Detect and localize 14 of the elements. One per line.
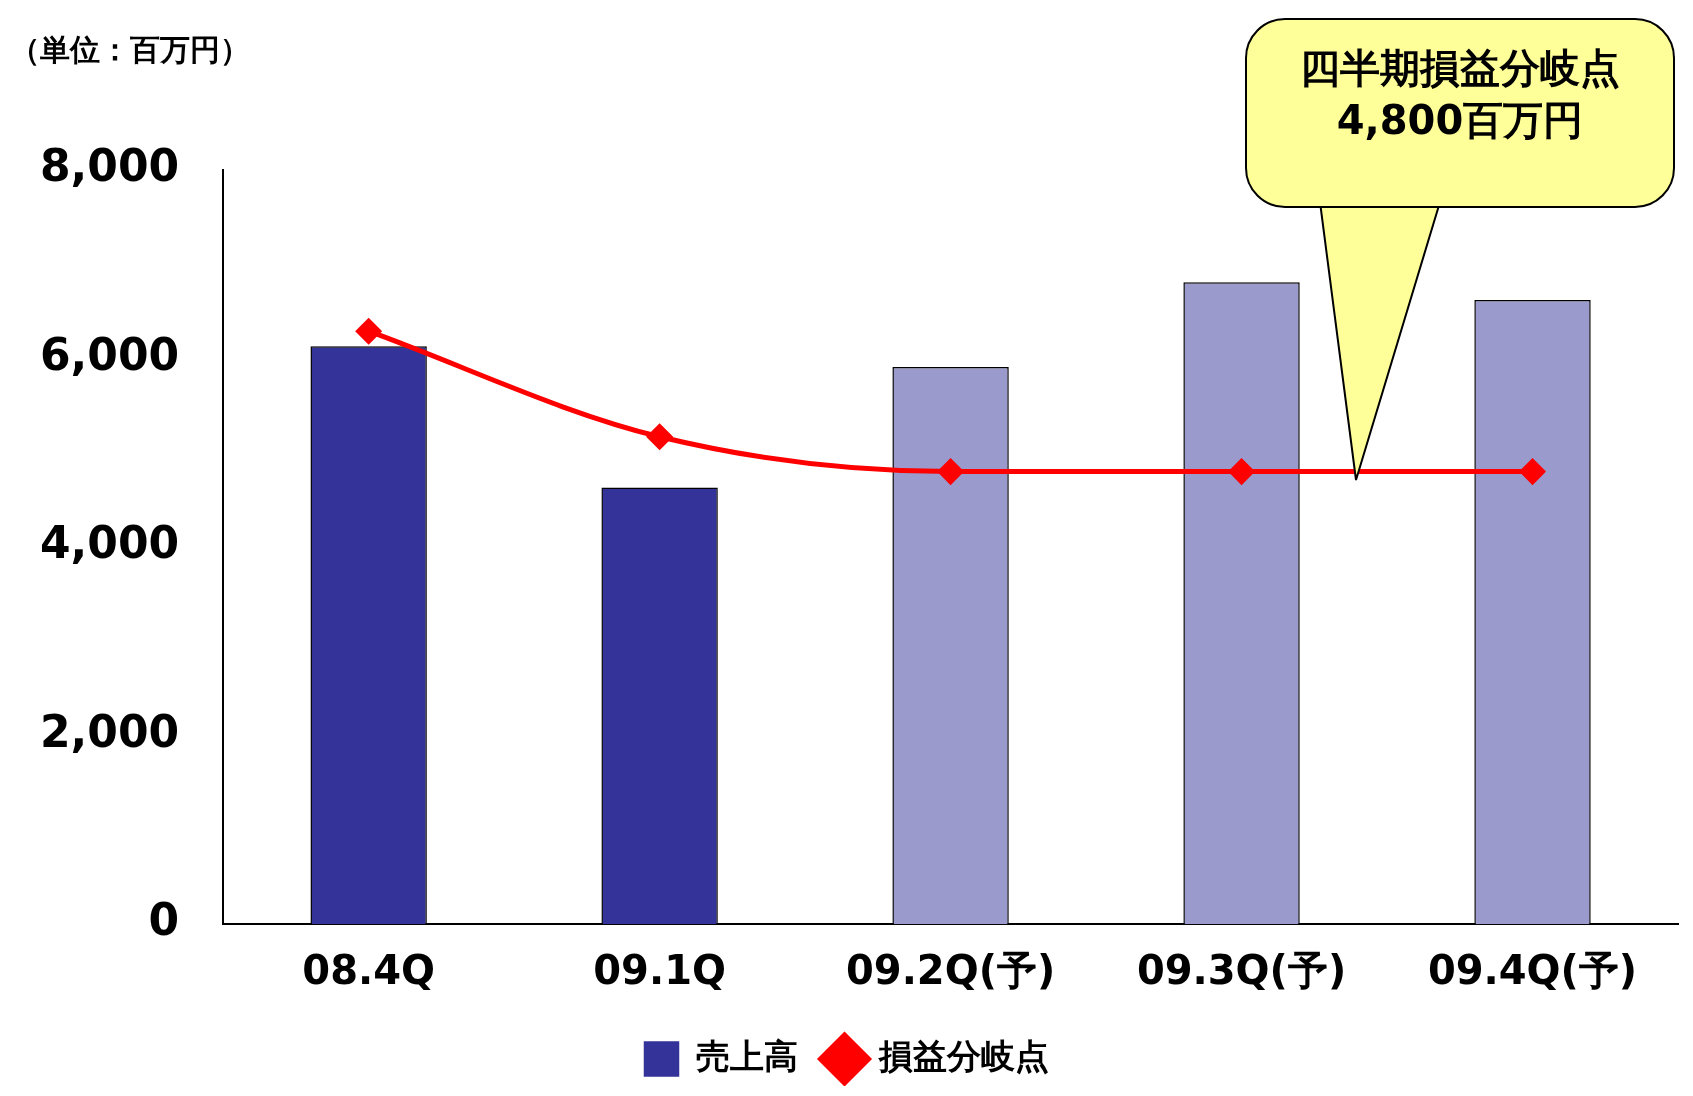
y-tick-label: 2,000 (39, 705, 180, 757)
y-tick-label: 6,000 (39, 328, 180, 380)
x-tick-label: 09.1Q (593, 947, 726, 994)
legend-label: 売上高 (695, 1035, 798, 1076)
y-tick-label: 4,000 (39, 517, 180, 569)
x-tick-label: 09.3Q(予) (1136, 947, 1347, 994)
legend-label: 損益分岐点 (877, 1035, 1049, 1076)
x-tick-label: 09.2Q(予) (845, 947, 1056, 994)
text: 四半期損益分岐点 4,800百万円 (1245, 18, 1675, 208)
x-tick-label: 09.4Q(予) (1427, 947, 1638, 994)
x-tick-label: 08.4Q (302, 947, 436, 994)
y-tick-label: 0 (148, 894, 180, 946)
y-axis-title: （単位：百万円） (10, 31, 250, 69)
y-tick-label: 8,000 (39, 140, 180, 192)
